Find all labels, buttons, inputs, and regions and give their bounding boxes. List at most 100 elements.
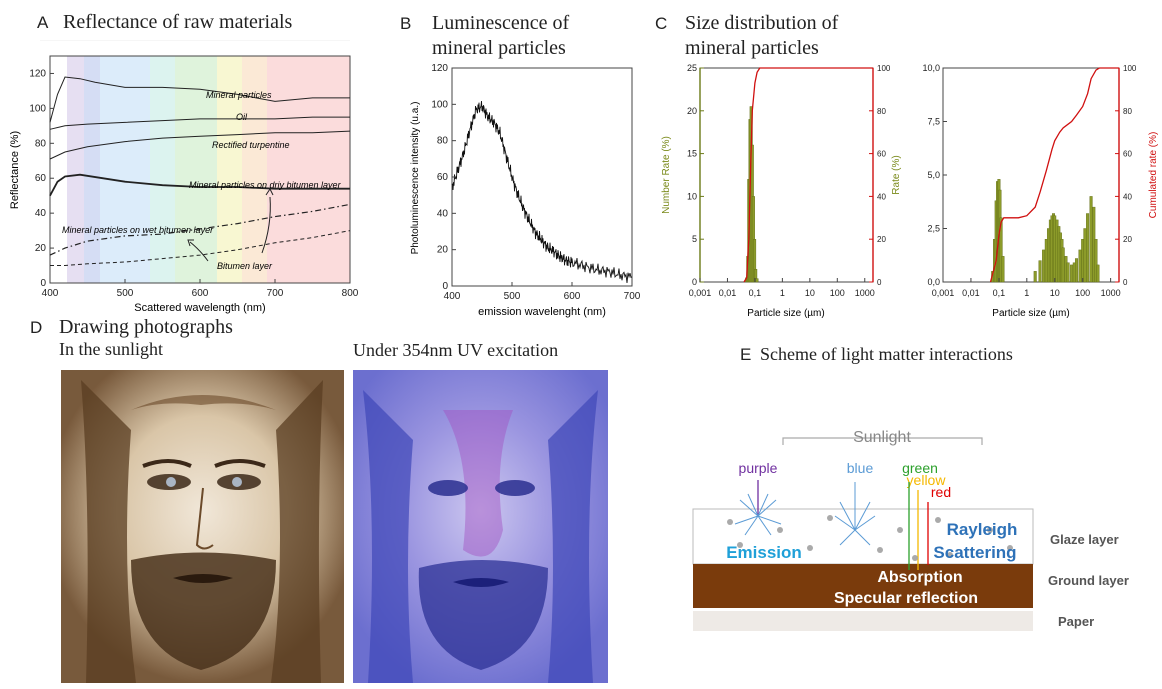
y-tick-label: 40 [437, 208, 449, 219]
histogram-bar [1078, 249, 1082, 283]
x-tick-label: 0,01 [719, 288, 737, 298]
luminescence-chart: 400 500 600 700 0 20 40 60 80 100 120 emission wav… [410, 63, 641, 318]
x-tick-label: 500 [117, 288, 134, 299]
x-tick-label: 0,1 [993, 288, 1006, 298]
y-right-tick-label: 20 [877, 235, 886, 244]
y-right-tick-label: 0 [1123, 278, 1128, 287]
y-tick-label: 60 [437, 172, 449, 183]
label-purple: purple [739, 460, 778, 476]
x-tick-label: 1000 [855, 288, 875, 298]
histogram-bar [1070, 264, 1074, 283]
y-right-tick-label: 60 [1123, 150, 1132, 159]
y-tick-label: 0 [40, 278, 46, 289]
y-tick-label: 120 [29, 68, 46, 79]
panel-a-title: Reflectance of raw materials [63, 11, 293, 33]
histogram-bar [1038, 260, 1042, 283]
y-axis-label: Reflectance (%) [9, 131, 21, 209]
y-left-tick-label: 20 [687, 106, 697, 116]
right-eye [495, 480, 535, 496]
y-right-tick-label: 80 [1123, 107, 1132, 116]
label-blue: blue [847, 460, 874, 476]
label-rectified-turpentine: Rectified turpentine [212, 140, 290, 150]
ground-layer [693, 564, 1033, 608]
y-axis-label: Photoluminescence intensity (u.a.) [410, 102, 421, 255]
y-left-tick-label: 25 [687, 63, 697, 73]
label-red: red [931, 484, 951, 500]
x-tick-label: 0,01 [962, 288, 980, 298]
panel-c-letter: C [655, 14, 668, 33]
reflectance-chart: 400 500 600 700 800 0 20 40 60 80 100 120 Scattered… [9, 40, 359, 314]
x-tick-label: 400 [444, 291, 461, 302]
x-tick-label: 10 [805, 288, 815, 298]
x-tick-label: 400 [42, 288, 59, 299]
y-tick-label: 60 [35, 173, 47, 184]
y-left-tick-label: 0,0 [927, 277, 940, 287]
scattering-label: Scattering [933, 543, 1016, 562]
y-tick-label: 20 [35, 243, 47, 254]
histogram-bar [1094, 238, 1098, 283]
series-line [451, 100, 633, 283]
y-right-tick-label: 100 [1123, 64, 1137, 73]
panel-b-letter: B [400, 14, 412, 33]
arrow-wet [189, 241, 209, 262]
panel-e-letter: E [740, 345, 752, 364]
y-right-tick-label: 0 [877, 278, 882, 287]
x-tick-label: 600 [564, 291, 581, 302]
size-distribution-cumulated-chart: 0,001 0,01 0,1 1 10 100 1000 0,0 2,5 5,0 7,5 10,0 0 2… [922, 63, 1159, 319]
glaze-layer-label: Glaze layer [1050, 532, 1119, 547]
x-tick-label: 1000 [1101, 288, 1121, 298]
band-blue [100, 56, 150, 283]
scattering-burst [834, 482, 876, 546]
panel-b-title-line1: Luminescence of [432, 12, 570, 34]
histogram-bar [1086, 213, 1090, 283]
panel-b-title-line2: mineral particles [432, 37, 566, 59]
y-right-tick-label: 60 [877, 150, 886, 159]
y-left-tick-label: 0 [692, 277, 697, 287]
x-tick-label: 500 [504, 291, 521, 302]
label-bitumen: Bitumen layer [217, 261, 273, 271]
histogram-bar [1083, 228, 1087, 283]
series-line [49, 173, 350, 197]
x-tick-label: 100 [1075, 288, 1090, 298]
x-tick-label: 0,001 [689, 288, 712, 298]
label-mineral-particles: Mineral particles [206, 90, 272, 100]
histogram-bar [1033, 271, 1037, 283]
histogram-bar [1066, 262, 1070, 283]
histogram-bar [1074, 258, 1078, 283]
emission-burst [734, 480, 782, 536]
histogram-bar [1089, 196, 1093, 283]
x-tick-label: 1 [780, 288, 785, 298]
y-axis-left-label: Number Rate (%) [661, 136, 672, 214]
x-axis-label: Particle size (µm) [992, 308, 1069, 319]
panel-c-title-line1: Size distribution of [685, 12, 839, 34]
left-eye [428, 480, 468, 496]
series-line [49, 130, 351, 160]
x-tick-label: 10 [1050, 288, 1060, 298]
specular-label: Specular reflection [834, 590, 978, 607]
y-left-tick-label: 10 [687, 191, 697, 201]
emission-label: Emission [726, 543, 802, 562]
label-oil: Oil [236, 112, 248, 122]
sunlight-bracket [782, 437, 983, 445]
y-tick-label: 80 [35, 138, 47, 149]
paper-layer [693, 611, 1033, 631]
x-axis-label: Scattered wavelength (nm) [134, 302, 265, 314]
sunlight-label: Sunlight [853, 429, 911, 446]
beard [418, 560, 548, 670]
x-tick-label: 700 [624, 291, 641, 302]
y-tick-label: 80 [437, 136, 449, 147]
cumulative-curve [989, 67, 1119, 283]
panel-d-left-caption: In the sunlight [59, 339, 163, 359]
x-tick-label: 0,1 [749, 288, 762, 298]
x-tick-label: 600 [192, 288, 209, 299]
y-tick-label: 0 [442, 281, 448, 292]
x-tick-label: 0,001 [932, 288, 955, 298]
series-line [49, 203, 351, 256]
y-tick-label: 40 [35, 208, 47, 219]
panel-d-letter: D [30, 318, 43, 337]
band-red [267, 56, 350, 283]
x-tick-label: 100 [830, 288, 845, 298]
y-right-tick-label: 20 [1123, 235, 1132, 244]
y-right-tick-label: 80 [877, 107, 886, 116]
label-green: green [902, 460, 938, 476]
